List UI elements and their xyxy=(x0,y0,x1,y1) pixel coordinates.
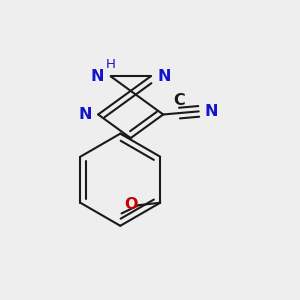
Text: O: O xyxy=(124,197,137,212)
Text: H: H xyxy=(106,58,116,71)
Text: N: N xyxy=(157,69,171,84)
Text: N: N xyxy=(91,69,104,84)
Text: C: C xyxy=(174,93,185,108)
Text: N: N xyxy=(78,107,92,122)
Text: N: N xyxy=(204,104,218,119)
